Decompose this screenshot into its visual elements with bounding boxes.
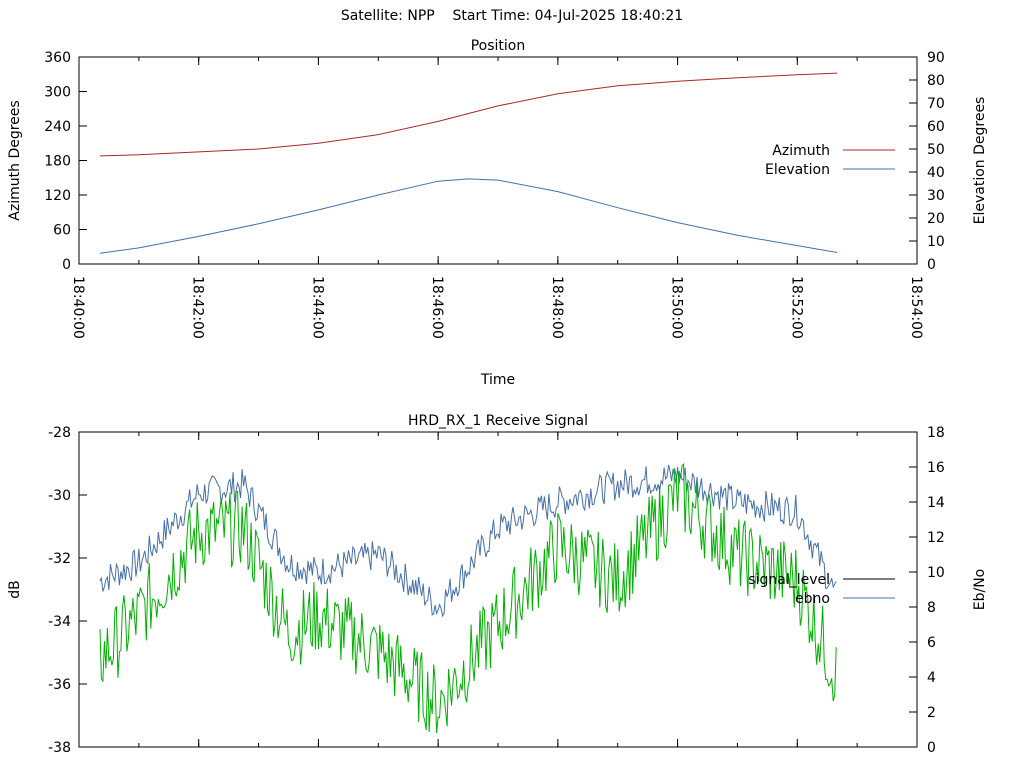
y2-tick-label: 16: [927, 460, 945, 476]
chart-title: HRD_RX_1 Receive Signal: [408, 413, 588, 429]
y-axis-label: Azimuth Degrees: [7, 100, 23, 220]
start-time-label: Start Time: 04-Jul-2025 18:40:21: [452, 8, 684, 24]
x-tick-label: 18:54:00: [908, 276, 924, 339]
y2-tick-label: 14: [927, 495, 945, 511]
y-tick-label: 120: [44, 188, 71, 204]
y2-tick-label: 12: [927, 530, 945, 546]
y-tick-label: 0: [62, 257, 71, 273]
x-tick-label: 18:48:00: [549, 276, 565, 339]
y2-tick-label: 10: [927, 234, 945, 250]
y-tick-label: 360: [44, 50, 71, 66]
x-tick-label: 18:40:00: [70, 276, 86, 339]
y2-tick-label: 20: [927, 211, 945, 227]
y2-tick-label: 70: [927, 96, 945, 112]
y-tick-label: 240: [44, 119, 71, 135]
y-tick-label: 300: [44, 85, 71, 101]
y2-tick-label: 18: [927, 425, 945, 441]
y2-tick-label: 2: [927, 705, 936, 721]
y2-tick-label: 80: [927, 73, 945, 89]
legend-label-Elevation: Elevation: [765, 162, 830, 178]
y-tick-label: 180: [44, 154, 71, 170]
x-tick-label: 18:42:00: [190, 276, 206, 339]
y2-tick-label: 40: [927, 165, 945, 181]
y2-tick-label: 90: [927, 50, 945, 66]
x-tick-label: 18:44:00: [309, 276, 325, 339]
plot-frame: [78, 431, 918, 748]
series-line-Elevation: [99, 178, 838, 254]
series-line-ebno: [99, 464, 837, 618]
x-tick-label: 18:50:00: [669, 276, 685, 339]
x-axis-label: Time: [480, 372, 515, 388]
y-tick-label: -38: [48, 740, 71, 756]
y2-tick-label: 6: [927, 635, 936, 651]
y2-tick-label: 30: [927, 188, 945, 204]
y2-tick-label: 0: [927, 740, 936, 756]
x-tick-label: 18:52:00: [788, 276, 804, 339]
y-tick-label: -34: [48, 614, 71, 630]
y-tick-label: -30: [48, 488, 71, 504]
y-tick-label: 60: [53, 223, 71, 239]
x-tick-label: 18:46:00: [429, 276, 445, 339]
y2-tick-label: 0: [927, 257, 936, 273]
satellite-label: Satellite: NPP: [340, 8, 435, 24]
chart-title: Position: [471, 38, 526, 54]
legend-label-signal_level: signal_level: [748, 572, 830, 588]
y2-axis-label: Eb/No: [972, 569, 988, 611]
y-axis-label: dB: [7, 580, 23, 599]
y2-axis-label: Elevation Degrees: [972, 97, 988, 225]
y2-tick-label: 10: [927, 565, 945, 581]
legend-label-Azimuth: Azimuth: [772, 143, 830, 159]
series-line-unlabeled-trace: [99, 462, 837, 734]
y2-tick-label: 50: [927, 142, 945, 158]
y2-tick-label: 4: [927, 670, 936, 686]
y2-tick-label: 60: [927, 119, 945, 135]
y2-tick-label: 8: [927, 600, 936, 616]
y-tick-label: -32: [48, 551, 71, 567]
position-chart: Position 18:40:00 18:42:00 18:44:00 18:46:00…: [7, 38, 988, 388]
legend-label-ebno: ebno: [795, 591, 830, 607]
y-tick-label: -36: [48, 677, 71, 693]
y-tick-label: -28: [48, 425, 71, 441]
chart-supertitle: Satellite: NPP Start Time: 04-Jul-2025 1…: [0, 8, 1024, 24]
series-line-Azimuth: [99, 72, 838, 157]
